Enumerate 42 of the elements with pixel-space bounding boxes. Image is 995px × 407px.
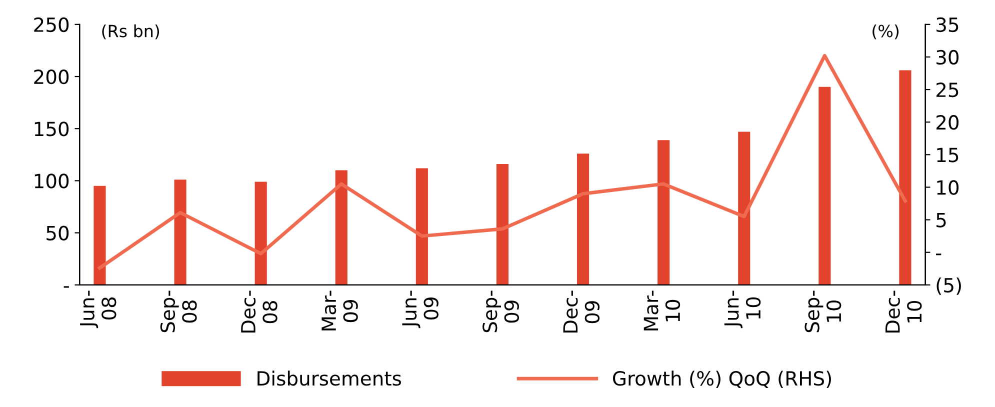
legend-label: Disbursements: [258, 370, 401, 386]
y2-tick-label: 35: [936, 17, 958, 32]
bar: [416, 168, 428, 285]
y2-tick-label: 5: [936, 212, 946, 228]
x-tick-label: Mar- 09: [322, 290, 358, 330]
bar: [576, 154, 590, 285]
y2-tick-label: 25: [936, 82, 958, 98]
y2-tick-label: (5): [936, 278, 961, 295]
y2-tick-label: -: [936, 254, 942, 256]
bar: [658, 140, 670, 285]
bar: [818, 86, 831, 285]
x-tick-label: Sep- 09: [482, 290, 520, 332]
y-tick-label: 200: [34, 69, 69, 84]
y2-tick-label: 15: [937, 148, 958, 162]
bar: [94, 186, 106, 285]
y-tick-label: 250: [34, 17, 69, 32]
y-tick-label: 150: [34, 122, 69, 136]
bar: [335, 170, 348, 285]
x-tick-label: Jun- 10: [724, 290, 761, 328]
y-tick-label: 50: [46, 226, 69, 240]
y-tick-label: 100: [34, 174, 69, 188]
y-axis-title: (Rs bn): [102, 24, 160, 40]
y2-axis-title: (%): [872, 24, 899, 40]
legend-label: Growth (%) QoQ (RHS): [613, 370, 831, 388]
bar: [254, 182, 267, 285]
x-tick-label: Jun- 09: [402, 290, 438, 328]
x-tick-label: Sep- 08: [160, 290, 197, 332]
y2-tick-label: 20: [936, 115, 959, 130]
bar: [174, 180, 186, 285]
bar: [738, 132, 750, 285]
x-tick-label: Dec- 08: [241, 290, 278, 332]
y2-tick-label: 30: [936, 50, 959, 65]
line-series: [98, 54, 907, 270]
x-tick-label: Mar- 10: [644, 290, 680, 330]
y2-tick-label: 10: [937, 180, 959, 195]
x-tick-label: Sep- 10: [804, 290, 842, 332]
bar: [899, 70, 912, 285]
x-tick-label: Jun- 08: [80, 290, 116, 328]
x-tick-label: Dec- 09: [563, 290, 600, 332]
y-tick-label: -: [64, 286, 69, 288]
bar: [496, 164, 509, 285]
x-tick-label: Dec- 10: [886, 290, 922, 332]
